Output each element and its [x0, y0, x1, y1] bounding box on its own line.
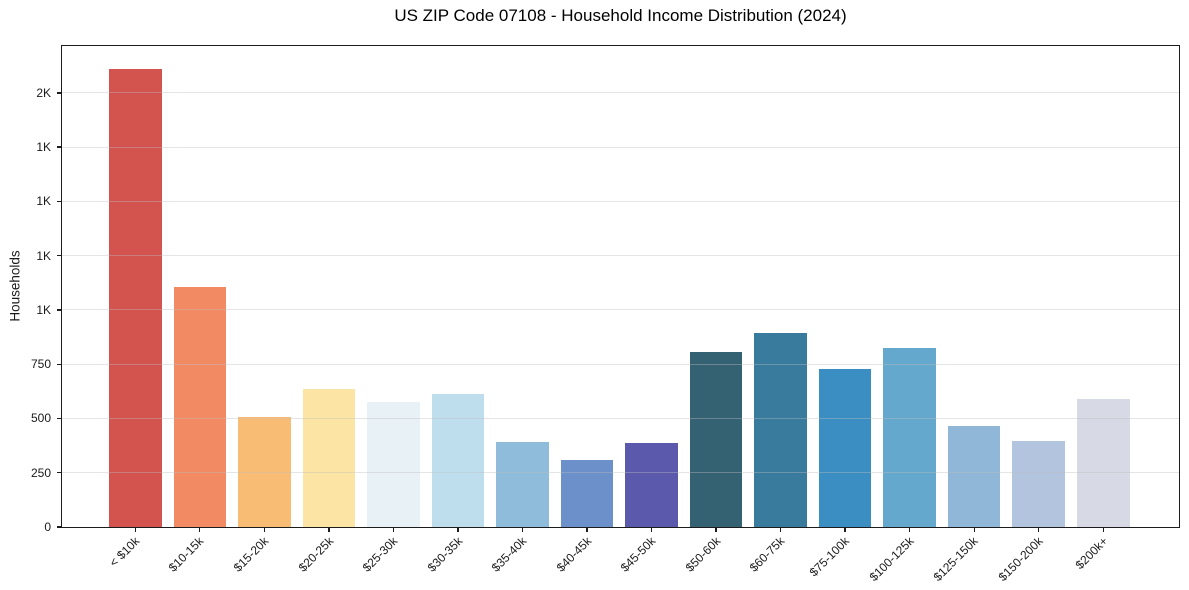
bar-9: [625, 443, 678, 527]
y-tick-mark: [57, 200, 62, 203]
bar-3: [238, 417, 291, 527]
x-tick-label: $200k+: [1072, 534, 1111, 572]
y-tick-mark: [57, 255, 62, 257]
gridline: [62, 200, 1179, 202]
bar-8: [560, 459, 614, 527]
x-tick-label: $150-200k: [995, 534, 1046, 585]
x-tick-mark: [1102, 527, 1104, 532]
y-tick-label: 250: [30, 465, 51, 480]
x-tick-mark: [521, 527, 524, 532]
y-tick-label: 1K: [36, 248, 51, 263]
x-tick-mark: [199, 527, 201, 532]
bar-6: [431, 394, 485, 527]
x-tick-mark: [134, 527, 136, 532]
x-tick-label: $75-100k: [806, 534, 853, 580]
x-tick-label: < $10k: [106, 534, 143, 570]
x-tick-label: $15-20k: [230, 534, 272, 575]
y-tick-mark: [57, 472, 62, 474]
y-tick-mark: [57, 146, 62, 148]
bar-13: [883, 347, 936, 527]
bar-4: [302, 389, 356, 527]
plot-area: < $10k $10-15k $15-20k $20-25k $25-30k $30-35…: [31, 45, 1180, 584]
bar-15: [1012, 440, 1065, 527]
y-tick-label: 1K: [36, 194, 51, 209]
x-tick-label: $50-60k: [682, 534, 723, 575]
x-tick-mark: [715, 527, 717, 532]
gridline: [62, 255, 1179, 257]
x-tick-label: $10-15k: [166, 534, 207, 575]
y-tick-label: 750: [30, 357, 51, 372]
bar-1: [109, 69, 162, 527]
bar-14: [947, 426, 1001, 527]
x-tick-label: $125-150k: [931, 534, 982, 585]
y-tick-label: 500: [30, 411, 51, 426]
gridline: [62, 472, 1179, 474]
y-tick-mark: [57, 363, 62, 365]
y-tick-mark: [57, 526, 62, 528]
x-tick-label: $60-75k: [746, 534, 788, 575]
x-tick-mark: [263, 527, 265, 532]
y-tick-label: 2K: [36, 85, 51, 100]
y-tick-mark: [57, 417, 62, 420]
bar-10: [689, 352, 743, 527]
x-tick-mark: [650, 527, 653, 532]
x-tick-label: $35-40k: [488, 534, 530, 575]
y-tick-mark: [57, 92, 62, 94]
gridline: [62, 363, 1179, 365]
gridline: [62, 309, 1179, 311]
x-tick-mark: [392, 527, 395, 532]
x-tick-mark: [457, 527, 459, 532]
x-tick-mark: [328, 527, 330, 532]
bar-7: [496, 442, 549, 527]
y-tick-label: 0: [44, 520, 51, 534]
x-tick-mark: [779, 527, 782, 532]
y-tick-label: 1K: [36, 140, 51, 155]
x-tick-mark: [909, 527, 911, 532]
y-tick-mark: [57, 309, 62, 311]
x-tick-label: $45-50k: [617, 534, 659, 575]
gridline: [62, 417, 1179, 419]
gridline: [62, 92, 1179, 94]
bar-11: [754, 332, 807, 527]
x-tick-mark: [844, 527, 846, 532]
x-tick-label: $25-30k: [359, 534, 401, 575]
gridline: [62, 146, 1179, 148]
bar-2: [173, 287, 227, 527]
chart-title: US ZIP Code 07108 - Household Income Dis…: [394, 6, 847, 25]
x-tick-mark: [586, 527, 588, 532]
x-tick-label: $30-35k: [424, 534, 465, 575]
bar-12: [818, 368, 872, 527]
x-tick-label: $20-25k: [295, 534, 336, 575]
x-tick-label: $40-45k: [553, 534, 594, 575]
x-tick-label: $100-125k: [866, 534, 917, 585]
y-tick-label: 1K: [36, 302, 51, 317]
bar-5: [367, 401, 420, 527]
x-tick-mark: [973, 527, 975, 532]
x-tick-mark: [1038, 527, 1040, 532]
bar-16: [1077, 399, 1130, 527]
